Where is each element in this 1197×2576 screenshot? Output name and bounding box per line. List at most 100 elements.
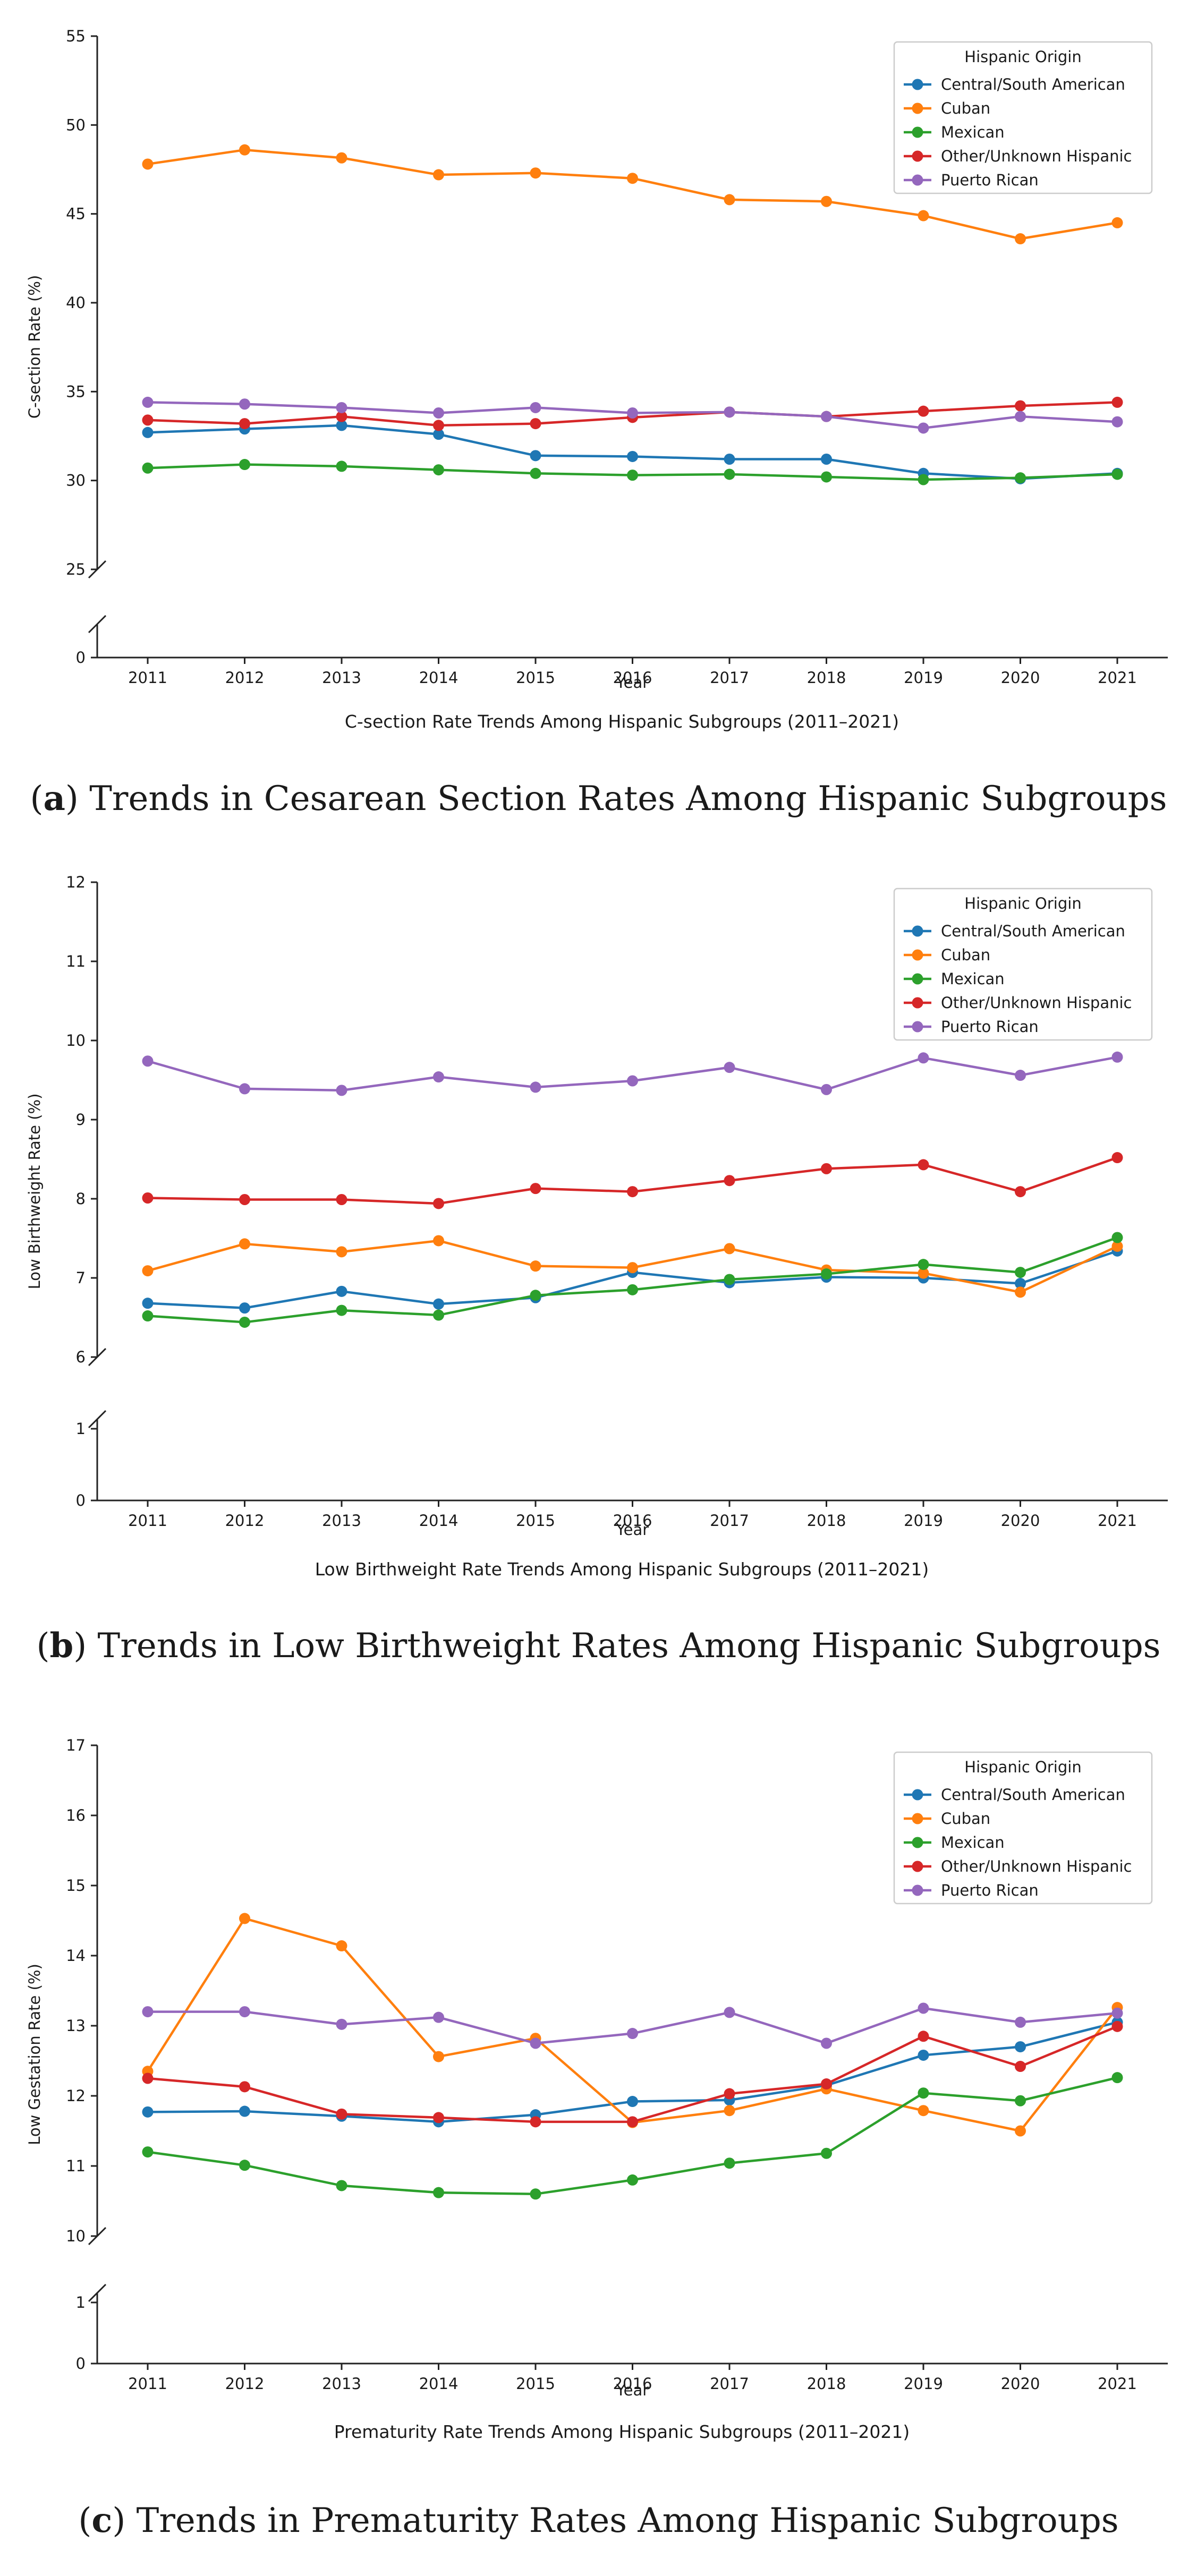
y-tick-label: 1 (76, 2293, 86, 2311)
chart-title: Low Birthweight Rate Trends Among Hispan… (315, 1559, 929, 1580)
legend-swatch-marker (912, 174, 923, 186)
legend-entry-label: Mexican (941, 970, 1005, 988)
caption-panel-label: a (43, 779, 65, 818)
data-point-cuban (239, 144, 250, 156)
y-tick-label: 0 (76, 1491, 86, 1509)
legend-entry-label: Puerto Rican (941, 1018, 1039, 1036)
x-tick-label: 2012 (225, 1512, 265, 1530)
y-tick-label: 11 (66, 952, 86, 970)
panel-caption: (b) Trends in Low Birthweight Rates Amon… (37, 1626, 1161, 1666)
data-point-puerto-rican (142, 1055, 154, 1067)
data-point-mexican (724, 1274, 735, 1285)
y-tick-label: 1 (76, 1420, 86, 1438)
legend-swatch-marker (912, 1021, 923, 1033)
legend-entry-label: Central/South American (941, 922, 1125, 940)
legend-swatch-marker (912, 997, 923, 1009)
y-tick-label: 10 (66, 2227, 86, 2245)
data-point-central-south-american (142, 2106, 154, 2118)
data-point-mexican (627, 2174, 638, 2186)
data-point-mexican (1111, 468, 1123, 480)
data-point-puerto-rican (1015, 411, 1026, 422)
data-point-cuban (433, 169, 444, 181)
y-tick-label: 15 (66, 1876, 86, 1895)
data-point-cuban (1015, 2125, 1026, 2137)
legend-swatch-marker (912, 150, 923, 162)
data-point-other-unknown-hispanic (239, 418, 250, 430)
data-point-puerto-rican (142, 2006, 154, 2018)
legend-swatch-marker (912, 103, 923, 114)
x-tick-label: 2014 (419, 669, 459, 687)
legend-title: Hispanic Origin (964, 1758, 1081, 1776)
data-point-mexican (142, 1310, 154, 1322)
data-point-puerto-rican (724, 1062, 735, 1073)
panel-caption: (c) Trends in Prematurity Rates Among Hi… (78, 2501, 1118, 2540)
data-point-cuban (821, 195, 832, 207)
data-point-mexican (821, 2147, 832, 2159)
data-point-central-south-american (239, 2105, 250, 2117)
data-point-other-unknown-hispanic (433, 2112, 444, 2123)
data-point-mexican (724, 2157, 735, 2169)
data-point-cuban (239, 1913, 250, 1924)
x-tick-label: 2013 (322, 1512, 361, 1530)
panel-caption: (a) Trends in Cesarean Section Rates Amo… (30, 779, 1167, 818)
chart-title: Prematurity Rate Trends Among Hispanic S… (334, 2421, 910, 2442)
data-point-cuban (918, 210, 929, 221)
data-point-mexican (821, 1268, 832, 1280)
data-point-mexican (918, 1259, 929, 1270)
data-point-puerto-rican (724, 406, 735, 418)
x-tick-label: 2011 (128, 2375, 167, 2393)
caption-paren-close: ) (65, 779, 89, 818)
x-axis-label: Year (616, 2381, 649, 2399)
x-tick-label: 2011 (128, 1512, 167, 1530)
x-axis-label: Year (616, 673, 649, 692)
data-point-central-south-american (142, 1298, 154, 1309)
data-point-other-unknown-hispanic (1015, 400, 1026, 412)
y-tick-label: 35 (66, 382, 86, 400)
data-point-mexican (1015, 2095, 1026, 2106)
series-line-central-south-american (147, 1250, 1118, 1309)
data-point-central-south-american (433, 1298, 444, 1310)
legend-title: Hispanic Origin (964, 894, 1081, 912)
data-point-central-south-american (724, 454, 735, 465)
data-point-mexican (724, 468, 735, 480)
y-tick-label: 0 (76, 2355, 86, 2373)
data-point-cuban (336, 152, 347, 164)
data-point-other-unknown-hispanic (918, 1159, 929, 1171)
data-point-cuban (336, 1246, 347, 1258)
legend-entry-label: Other/Unknown Hispanic (941, 147, 1132, 165)
data-point-puerto-rican (918, 422, 929, 434)
x-tick-label: 2015 (516, 669, 555, 687)
legend: Hispanic Origin Central/South American Cub… (893, 1751, 1153, 1905)
data-point-puerto-rican (821, 1084, 832, 1095)
y-tick-label: 12 (66, 873, 86, 891)
legend-swatch-marker (912, 1837, 923, 1848)
data-point-central-south-american (1015, 2041, 1026, 2053)
data-point-other-unknown-hispanic (1111, 396, 1123, 408)
data-point-cuban (239, 1238, 250, 1250)
data-point-puerto-rican (336, 402, 347, 413)
data-point-puerto-rican (821, 2037, 832, 2049)
data-point-cuban (1015, 233, 1026, 245)
data-point-other-unknown-hispanic (530, 1183, 541, 1195)
data-point-puerto-rican (142, 396, 154, 408)
x-tick-label: 2019 (904, 1512, 943, 1530)
data-point-other-unknown-hispanic (433, 1198, 444, 1209)
data-point-puerto-rican (530, 1081, 541, 1093)
data-point-puerto-rican (239, 2006, 250, 2018)
data-point-mexican (530, 467, 541, 479)
data-point-puerto-rican (239, 1083, 250, 1095)
data-point-other-unknown-hispanic (336, 2108, 347, 2120)
y-tick-label: 6 (76, 1348, 86, 1366)
data-point-other-unknown-hispanic (239, 1193, 250, 1205)
y-axis-label: C-section Rate (%) (26, 275, 44, 419)
caption-paren-close: ) (112, 2501, 136, 2540)
legend-swatch-marker (912, 925, 923, 937)
data-point-puerto-rican (336, 1085, 347, 1096)
data-point-cuban (1015, 1286, 1026, 1298)
x-tick-label: 2012 (225, 2375, 265, 2393)
x-tick-label: 2017 (710, 2375, 749, 2393)
data-point-mexican (336, 1304, 347, 1316)
data-point-cuban (724, 194, 735, 206)
legend-entry-label: Cuban (941, 99, 990, 117)
data-point-cuban (1111, 217, 1123, 228)
